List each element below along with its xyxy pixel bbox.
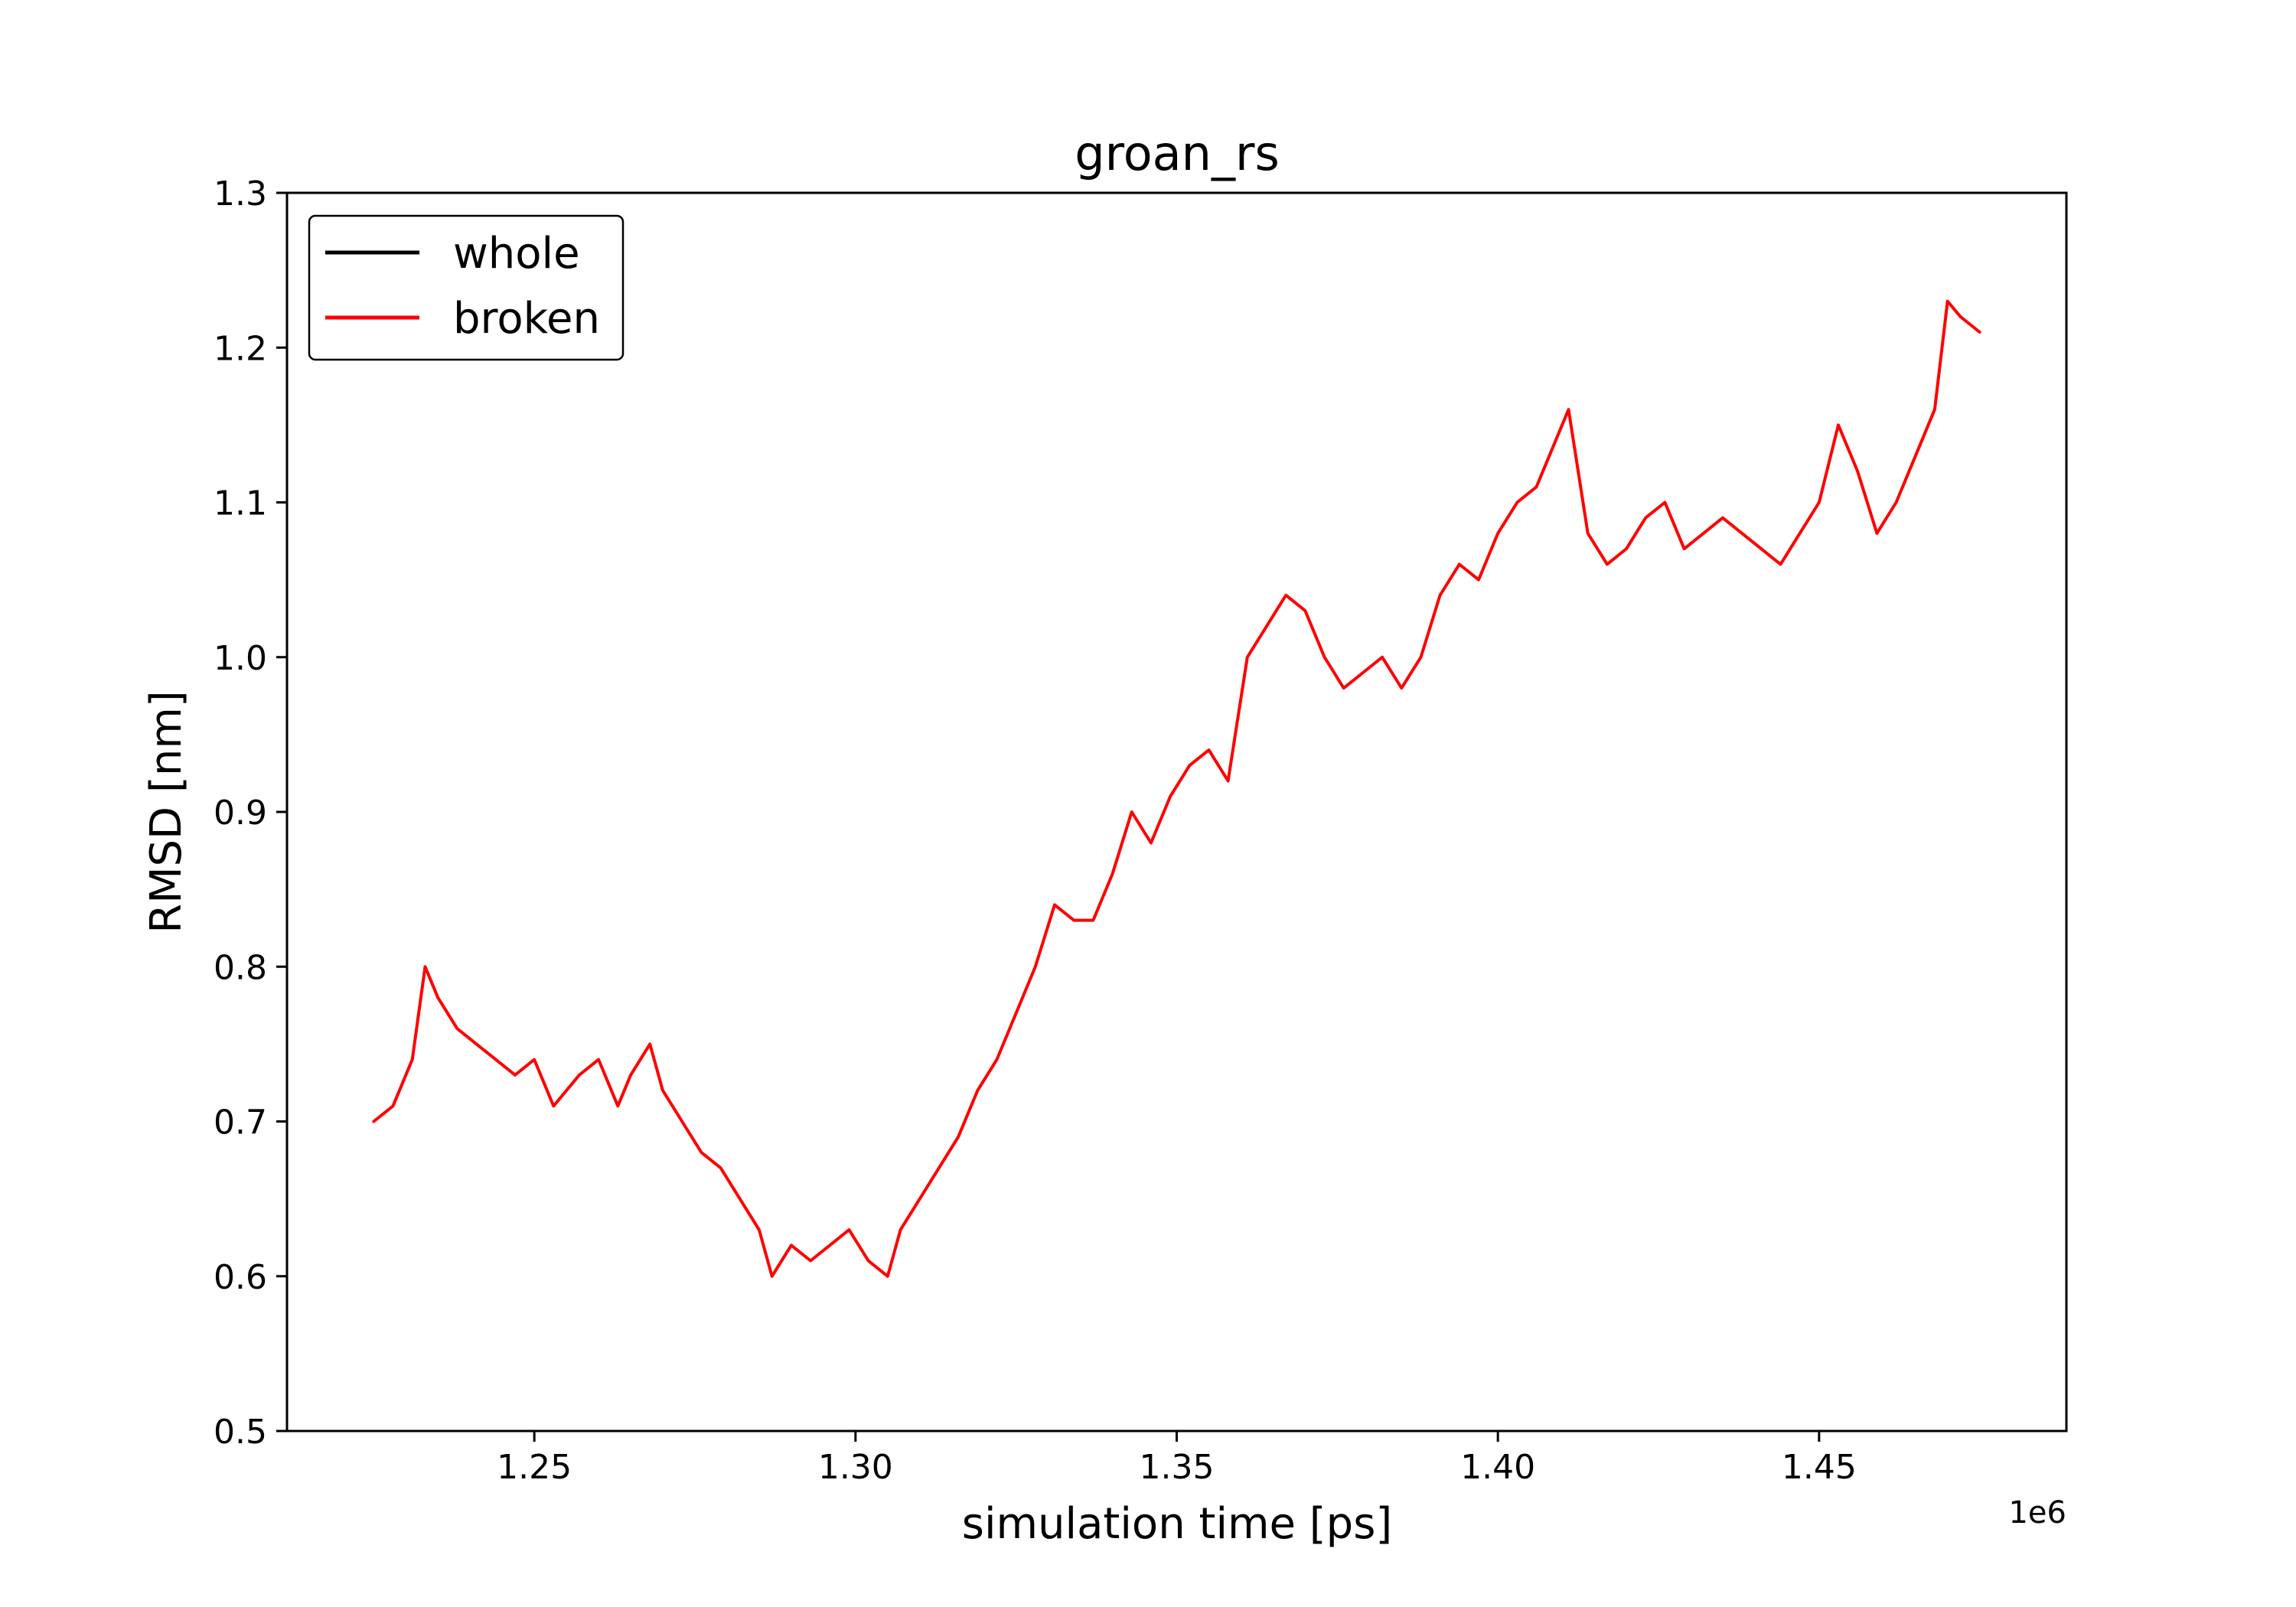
series-line-broken	[372, 299, 1981, 1278]
x-tick-label: 1.35	[1140, 1448, 1215, 1487]
y-axis-ticks: 0.5 0.6 0.7 0.8 0.9 1.0 1.1 1.2 1.3	[214, 174, 287, 1452]
y-tick-label: 0.6	[214, 1258, 267, 1297]
x-tick-label: 1.25	[497, 1448, 572, 1487]
y-tick-label: 1.1	[214, 484, 267, 523]
legend-label-broken: broken	[453, 294, 600, 344]
y-tick-label: 1.0	[214, 639, 267, 678]
series-layer	[372, 299, 1981, 1278]
legend-label-whole: whole	[453, 229, 580, 279]
x-tick-label: 1.45	[1782, 1448, 1857, 1487]
x-tick-label: 1.40	[1460, 1448, 1535, 1487]
y-axis-label: RMSD [nm]	[142, 690, 191, 933]
y-tick-label: 0.7	[214, 1103, 267, 1143]
legend: whole broken	[308, 214, 625, 361]
y-tick-label: 0.5	[214, 1413, 267, 1452]
x-axis-ticks: 1.25 1.30 1.35 1.40 1.45	[497, 1431, 1857, 1487]
chart-title: groan_rs	[1075, 125, 1280, 181]
y-tick-label: 1.3	[214, 174, 267, 214]
x-tick-label: 1.30	[818, 1448, 893, 1487]
x-axis-label: simulation time [ps]	[962, 1499, 1392, 1549]
y-tick-label: 0.8	[214, 948, 267, 987]
x-axis-offset-label: 1e6	[2008, 1495, 2066, 1530]
y-tick-label: 0.9	[214, 794, 267, 833]
y-tick-label: 1.2	[214, 329, 267, 368]
